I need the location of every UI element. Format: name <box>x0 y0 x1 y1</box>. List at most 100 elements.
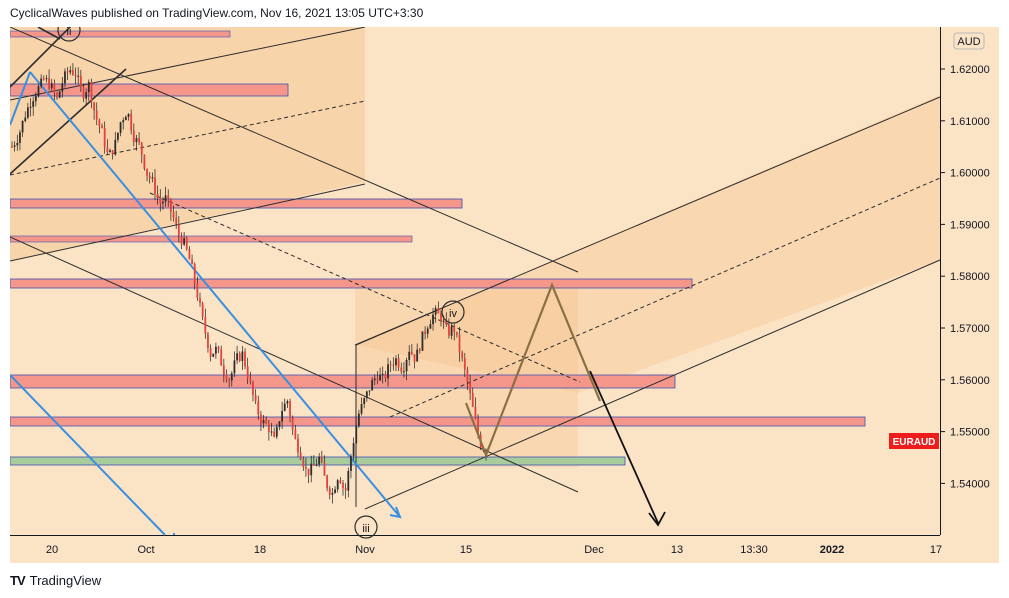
chart-area[interactable]: ii iv iii AUD 1.62000 1.61000 1.60000 1.590… <box>10 27 999 563</box>
candle-body <box>275 426 278 437</box>
zone-green <box>10 456 626 466</box>
candle-body <box>267 423 270 433</box>
candle-body <box>180 235 183 245</box>
wave-label-iii: iii <box>354 515 378 539</box>
time-tick-label: 13 <box>671 544 683 556</box>
zone-red <box>10 235 413 243</box>
candle-body <box>429 324 432 329</box>
channel-upper-line <box>354 96 941 346</box>
candle-body <box>111 150 114 155</box>
wave-label-iv: iv <box>441 300 465 324</box>
author-name[interactable]: CyclicalWaves <box>10 6 88 20</box>
price-chart[interactable]: ii iv iii AUD 1.62000 1.61000 1.60000 1.590… <box>10 27 999 563</box>
candle-body <box>365 391 368 399</box>
candle-body <box>143 154 146 169</box>
candle-body <box>140 142 143 155</box>
candle-body <box>252 381 254 395</box>
time-axis[interactable]: 20 Oct 18 Nov 15 Dec 13 13:30 2022 17 <box>46 544 942 556</box>
candle-body <box>48 78 50 89</box>
price-tick-label: 1.56000 <box>950 375 990 387</box>
tradingview-logo-icon[interactable]: TV <box>10 572 26 588</box>
box-top-edge <box>355 308 441 346</box>
currency-label: AUD <box>957 36 980 48</box>
blue-line <box>10 374 166 536</box>
projection-path <box>464 282 602 459</box>
channel-lower-line <box>364 259 941 510</box>
candle-body <box>101 125 103 129</box>
candle-body <box>222 365 225 375</box>
candle-body <box>29 106 32 108</box>
candle-body <box>24 117 27 122</box>
candle-body <box>114 139 117 155</box>
candle-body <box>347 470 350 491</box>
blue-line <box>29 71 401 518</box>
wave-label-text: ii <box>67 27 72 38</box>
candle-body <box>305 466 307 469</box>
candle-body <box>93 102 95 111</box>
candle-body <box>117 132 119 140</box>
trend-line <box>10 27 366 101</box>
candle-body <box>323 461 326 476</box>
footer: TV TradingView <box>10 572 101 588</box>
dashed-midline <box>389 177 941 418</box>
price-axis-background <box>941 27 999 535</box>
candle-body <box>164 195 167 202</box>
candle-body <box>339 480 342 483</box>
price-axis[interactable]: 1.62000 1.61000 1.60000 1.59000 1.58000 1.570… <box>941 64 990 490</box>
candle-body <box>413 354 416 362</box>
candle-body <box>408 351 411 360</box>
candle-body <box>302 459 305 467</box>
zones <box>10 30 866 466</box>
time-axis-background <box>10 535 999 563</box>
time-tick-label: Oct <box>137 544 154 556</box>
candle-body <box>310 463 313 476</box>
candle-body <box>159 198 162 204</box>
candle-body <box>445 320 448 325</box>
candle-body <box>392 364 395 366</box>
candle-body <box>204 316 207 334</box>
candle-body <box>162 201 164 204</box>
candle-body <box>450 326 453 336</box>
candle-body <box>156 194 159 199</box>
time-tick-label: 2022 <box>820 544 844 556</box>
candle-body <box>379 374 381 381</box>
candle-body <box>196 283 199 299</box>
candle-body <box>177 224 180 236</box>
candle-body <box>336 480 339 490</box>
candle-body <box>244 351 246 367</box>
candle-body <box>458 334 461 353</box>
candle-body <box>278 421 281 427</box>
candle-body <box>220 349 223 366</box>
candle-body <box>16 142 19 146</box>
publish-info: published on TradingView.com, Nov 16, 20… <box>90 6 424 20</box>
channel-fill-right <box>355 95 940 393</box>
candle-body <box>236 353 238 361</box>
candle-body <box>56 92 58 98</box>
candle-body <box>169 198 172 212</box>
candle-body <box>228 379 231 381</box>
candle-body <box>69 70 72 73</box>
candle-body <box>326 475 329 489</box>
candle-body <box>384 373 387 379</box>
candle-body <box>132 130 135 143</box>
candle-body <box>119 122 122 133</box>
candle-body <box>103 128 106 148</box>
candle-body <box>77 75 80 77</box>
candle-body <box>342 482 344 489</box>
currency-badge[interactable]: AUD <box>953 32 985 50</box>
price-tick-label: 1.57000 <box>950 323 990 335</box>
candle-body <box>357 413 360 426</box>
candle-body <box>90 81 93 103</box>
candle-body <box>185 238 188 250</box>
candle-body <box>199 298 201 304</box>
candle-body <box>416 349 419 362</box>
candle-body <box>281 410 284 422</box>
candle-body <box>212 353 215 357</box>
price-tick-label: 1.61000 <box>950 116 990 128</box>
brand-name[interactable]: TradingView <box>29 572 102 588</box>
publish-header: CyclicalWaves published on TradingView.c… <box>10 6 423 20</box>
dashed-mid-lines <box>10 100 941 418</box>
candle-body <box>477 418 479 435</box>
candle-body <box>122 120 125 123</box>
candle-body <box>440 313 442 322</box>
